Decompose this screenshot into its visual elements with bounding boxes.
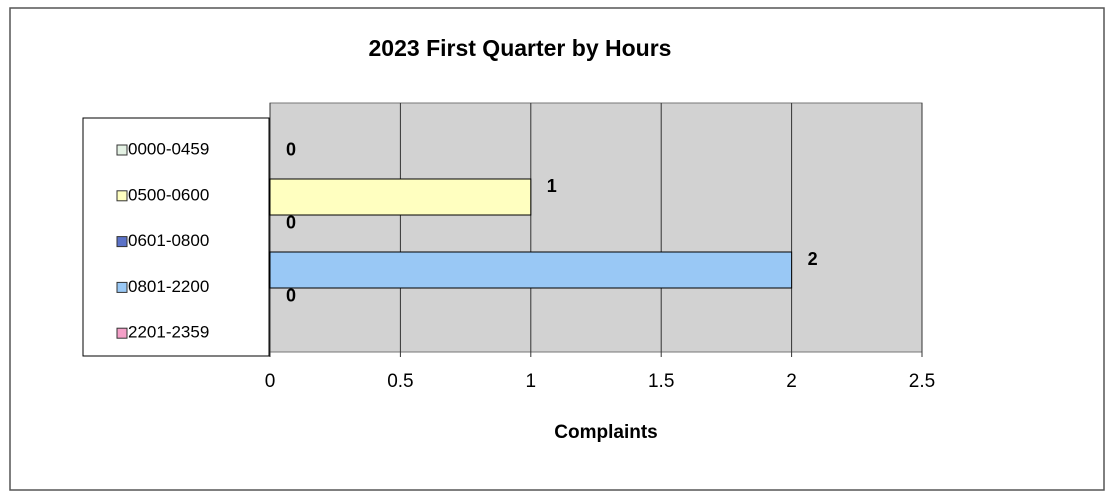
legend-label: 0601-0800 (128, 231, 209, 250)
legend-label: 0801-2200 (128, 277, 209, 296)
data-label: 0 (286, 285, 296, 305)
legend-swatch (116, 236, 128, 248)
data-label: 1 (547, 176, 557, 196)
x-axis-label: Complaints (554, 422, 657, 443)
legend-swatch (116, 281, 128, 293)
data-label: 2 (808, 249, 818, 269)
data-label: 0 (286, 139, 296, 159)
bar (269, 251, 793, 289)
chart-title: 2023 First Quarter by Hours (369, 35, 672, 61)
legend-box (82, 117, 270, 357)
x-tick-label: 1.5 (648, 371, 674, 392)
legend-label: 0000-0459 (128, 139, 209, 158)
x-tick-label: 0.5 (387, 371, 413, 392)
legend-label: 0500-0600 (128, 185, 209, 204)
data-label: 0 (286, 212, 296, 232)
legend-swatch (116, 144, 128, 156)
x-tick-label: 2.5 (909, 371, 935, 392)
legend-swatch (116, 327, 128, 339)
plot-area (269, 102, 923, 353)
x-tick-label: 1 (526, 371, 537, 392)
x-tick-label: 2 (786, 371, 797, 392)
legend-label: 2201-2359 (128, 323, 209, 342)
x-tick-label: 0 (265, 371, 276, 392)
bar (269, 178, 532, 216)
legend-swatch (116, 190, 128, 202)
